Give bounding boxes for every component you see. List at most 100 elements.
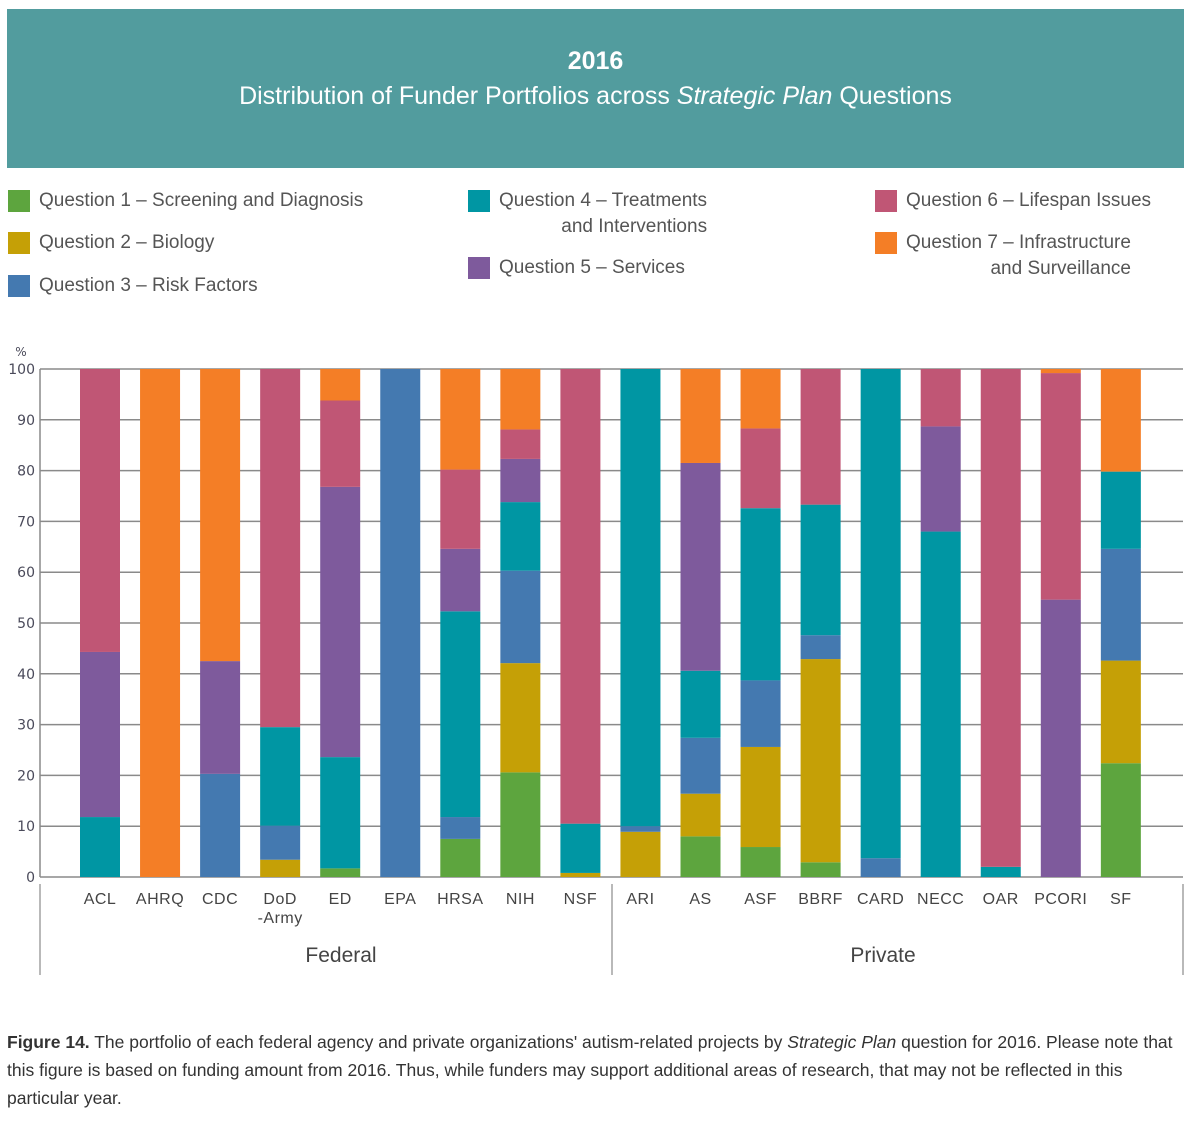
- x-tick-label: NIH: [506, 891, 535, 908]
- bar-segment-dod--army-q2: [260, 859, 301, 877]
- legend-label: Question 5 – Services: [499, 257, 685, 278]
- y-tick-label: 100: [8, 362, 35, 378]
- bar-segment-as-q4: [680, 670, 721, 738]
- legend-item-q5: Question 5 – Services: [499, 255, 685, 281]
- caption-text-1: The portfolio of each federal agency and…: [89, 1032, 788, 1052]
- bar-segment-ahrq-q7: [140, 369, 181, 877]
- chart-year: 2016: [567, 47, 624, 75]
- bar-segment-nih-q6: [500, 429, 541, 459]
- y-tick-label: 50: [17, 616, 35, 632]
- bar-segment-acl-q4: [80, 817, 120, 877]
- legend-swatch-q3: [8, 275, 30, 297]
- y-tick-label: 0: [26, 870, 35, 886]
- x-tick-label: PCORI: [1034, 891, 1087, 908]
- bar-segment-asf-q6: [740, 428, 781, 509]
- bar-segment-ed-q7: [320, 369, 361, 401]
- y-tick-label: 70: [17, 514, 35, 530]
- legend-label: Question 1 – Screening and Diagnosis: [39, 190, 364, 211]
- bar-segment-bbrf-q3: [800, 635, 841, 660]
- bar-segment-bbrf-q4: [800, 504, 841, 636]
- bar-segment-bbrf-q1: [800, 862, 841, 877]
- legend-swatch-q7: [875, 232, 897, 254]
- x-tick-label: DoD: [263, 891, 297, 908]
- bar-segment-nsf-q2: [560, 872, 601, 877]
- legend-label: Question 7 – Infrastructure: [906, 232, 1131, 253]
- bar-segment-cdc-q5: [200, 661, 241, 774]
- bar-segment-oar-q4: [980, 866, 1021, 877]
- bar-segment-bbrf-q2: [800, 659, 841, 863]
- y-tick-label: 60: [17, 565, 35, 581]
- bar-segment-nih-q4: [500, 502, 541, 571]
- bar-segment-dod--army-q3: [260, 825, 301, 860]
- title-text-post: Questions: [832, 82, 952, 110]
- x-tick-label: ARI: [626, 891, 654, 908]
- y-tick-label: 40: [17, 667, 35, 683]
- bar-segment-pcori-q7: [1040, 369, 1081, 374]
- caption-label: Figure 14.: [7, 1032, 90, 1052]
- bar-segment-oar-q6: [980, 369, 1021, 867]
- bar-segment-as-q1: [680, 836, 721, 877]
- bar-segment-hrsa-q3: [440, 817, 481, 839]
- bar-segment-asf-q7: [740, 369, 781, 429]
- caption-text-2: question for 2016. Please note that this…: [7, 1032, 1173, 1108]
- legend-label: Question 6 – Lifespan Issues: [906, 190, 1152, 211]
- legend-item-q4: Question 4 – Treatments and Interventions: [499, 188, 707, 240]
- bar-segment-cdc-q3: [200, 773, 241, 877]
- x-tick-label: ED: [329, 891, 352, 908]
- legend-swatch-q2: [8, 232, 30, 254]
- bar-segment-hrsa-q1: [440, 838, 481, 877]
- bar-segment-asf-q3: [740, 680, 781, 747]
- legend-item-q1: Question 1 – Screening and Diagnosis: [39, 188, 363, 214]
- legend-item-q7: Question 7 – Infrastructure and Surveilla…: [906, 230, 1131, 282]
- group-label-federal: Federal: [305, 944, 376, 967]
- bar-segment-as-q2: [680, 793, 721, 837]
- bar-segment-sf-q1: [1100, 763, 1141, 877]
- bar-segment-sf-q2: [1100, 660, 1141, 764]
- bar-segment-dod--army-q4: [260, 727, 301, 826]
- chart-title: Distribution of Funder Portfolios across…: [7, 82, 1184, 111]
- bar-segment-asf-q4: [740, 508, 781, 681]
- bar-segment-acl-q6: [80, 369, 120, 652]
- y-tick-label: 10: [17, 819, 35, 835]
- legend-item-q3: Question 3 – Risk Factors: [39, 273, 258, 299]
- bar-segment-pcori-q5: [1040, 599, 1081, 877]
- bar-segment-hrsa-q7: [440, 369, 481, 470]
- bar-segment-nih-q3: [500, 570, 541, 664]
- bar-segment-cdc-q7: [200, 369, 241, 662]
- bar-segment-card-q3: [860, 858, 901, 877]
- x-tick-label: OAR: [983, 891, 1019, 908]
- y-tick-label: 20: [17, 768, 35, 784]
- y-axis-label: %: [15, 345, 26, 359]
- x-tick-label: AHRQ: [136, 891, 184, 908]
- x-tick-label: HRSA: [437, 891, 483, 908]
- legend-label: Question 3 – Risk Factors: [39, 275, 258, 296]
- y-tick-label: 90: [17, 413, 35, 429]
- x-tick-label: ASF: [744, 891, 777, 908]
- title-text-italic: Strategic Plan: [676, 82, 833, 110]
- bar-segment-sf-q3: [1100, 548, 1141, 661]
- bar-segment-nih-q5: [500, 458, 541, 503]
- bar-segment-hrsa-q6: [440, 469, 481, 549]
- y-tick-label: 80: [17, 464, 35, 480]
- x-tick-label: EPA: [384, 891, 416, 908]
- x-tick-label: AS: [689, 891, 711, 908]
- x-tick-label: ACL: [84, 891, 117, 908]
- bar-segment-nsf-q6: [560, 369, 601, 824]
- bar-segment-ed-q1: [320, 868, 361, 877]
- legend-swatch-q5: [468, 257, 490, 279]
- bar-segment-ed-q6: [320, 400, 361, 487]
- bar-segment-ari-q3: [620, 826, 661, 832]
- y-tick-label: 30: [17, 718, 35, 734]
- bar-segment-as-q5: [680, 462, 721, 671]
- bar-segment-card-q4: [860, 369, 901, 859]
- bar-segment-sf-q7: [1100, 369, 1141, 472]
- bar-segment-dod--army-q6: [260, 369, 301, 728]
- x-tick-label: SF: [1110, 891, 1131, 908]
- bar-segment-pcori-q6: [1040, 373, 1081, 600]
- bar-segment-nih-q2: [500, 663, 541, 773]
- bar-segment-epa-q3: [380, 369, 421, 877]
- stacked-bar-chart: 0 10 20 30 40 50 60 70 80 90 100% ACL AHRQ CDC DoD -Arm…: [8, 345, 1184, 975]
- legend-label-line2: and Interventions: [561, 216, 708, 237]
- bar-segment-ari-q2: [620, 831, 661, 877]
- group-label-private: Private: [850, 944, 915, 967]
